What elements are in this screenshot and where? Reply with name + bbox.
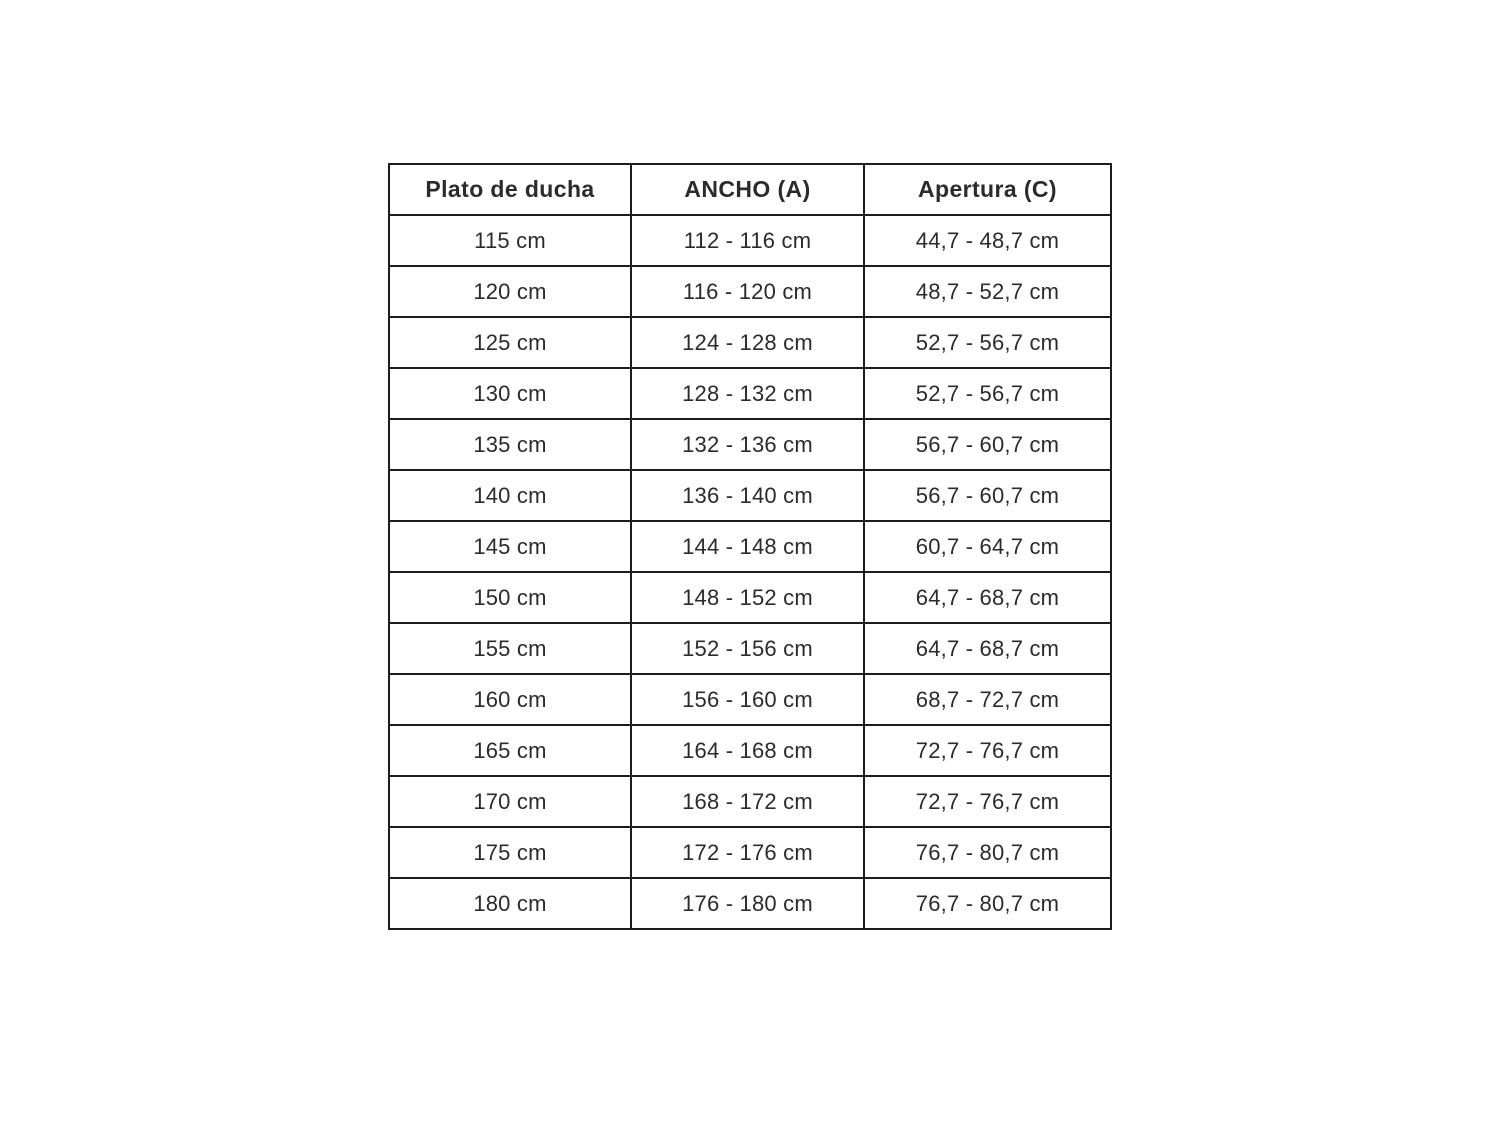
column-header-apertura: Apertura (C) — [863, 163, 1112, 216]
table-cell: 160 cm — [388, 673, 632, 726]
table-cell: 56,7 - 60,7 cm — [863, 418, 1112, 471]
table-cell: 128 - 132 cm — [630, 367, 865, 420]
table-cell: 72,7 - 76,7 cm — [863, 724, 1112, 777]
table-cell: 155 cm — [388, 622, 632, 675]
size-table-container: Plato de ducha ANCHO (A) Apertura (C) 11… — [388, 163, 1112, 930]
column-header-plato-de-ducha: Plato de ducha — [388, 163, 632, 216]
table-row: 135 cm 132 - 136 cm 56,7 - 60,7 cm — [388, 418, 1112, 471]
table-row: 120 cm 116 - 120 cm 48,7 - 52,7 cm — [388, 265, 1112, 318]
table-row: 130 cm 128 - 132 cm 52,7 - 56,7 cm — [388, 367, 1112, 420]
table-row: 115 cm 112 - 116 cm 44,7 - 48,7 cm — [388, 214, 1112, 267]
table-row: 140 cm 136 - 140 cm 56,7 - 60,7 cm — [388, 469, 1112, 522]
table-row: 150 cm 148 - 152 cm 64,7 - 68,7 cm — [388, 571, 1112, 624]
table-cell: 120 cm — [388, 265, 632, 318]
table-cell: 132 - 136 cm — [630, 418, 865, 471]
table-cell: 76,7 - 80,7 cm — [863, 826, 1112, 879]
table-cell: 68,7 - 72,7 cm — [863, 673, 1112, 726]
table-cell: 170 cm — [388, 775, 632, 828]
table-cell: 124 - 128 cm — [630, 316, 865, 369]
table-cell: 116 - 120 cm — [630, 265, 865, 318]
table-cell: 156 - 160 cm — [630, 673, 865, 726]
table-row: 165 cm 164 - 168 cm 72,7 - 76,7 cm — [388, 724, 1112, 777]
table-cell: 56,7 - 60,7 cm — [863, 469, 1112, 522]
table-cell: 175 cm — [388, 826, 632, 879]
table-cell: 76,7 - 80,7 cm — [863, 877, 1112, 930]
table-cell: 176 - 180 cm — [630, 877, 865, 930]
table-header: Plato de ducha ANCHO (A) Apertura (C) — [388, 163, 1112, 216]
table-cell: 136 - 140 cm — [630, 469, 865, 522]
table-cell: 140 cm — [388, 469, 632, 522]
table-cell: 145 cm — [388, 520, 632, 573]
table-cell: 52,7 - 56,7 cm — [863, 367, 1112, 420]
table-row: 160 cm 156 - 160 cm 68,7 - 72,7 cm — [388, 673, 1112, 726]
table-cell: 125 cm — [388, 316, 632, 369]
table-cell: 164 - 168 cm — [630, 724, 865, 777]
table-cell: 148 - 152 cm — [630, 571, 865, 624]
table-cell: 130 cm — [388, 367, 632, 420]
table-cell: 144 - 148 cm — [630, 520, 865, 573]
shower-tray-size-table: Plato de ducha ANCHO (A) Apertura (C) 11… — [388, 163, 1112, 930]
table-cell: 52,7 - 56,7 cm — [863, 316, 1112, 369]
table-cell: 180 cm — [388, 877, 632, 930]
table-row: 125 cm 124 - 128 cm 52,7 - 56,7 cm — [388, 316, 1112, 369]
table-cell: 72,7 - 76,7 cm — [863, 775, 1112, 828]
column-header-ancho: ANCHO (A) — [630, 163, 865, 216]
table-cell: 115 cm — [388, 214, 632, 267]
table-cell: 112 - 116 cm — [630, 214, 865, 267]
table-cell: 135 cm — [388, 418, 632, 471]
table-body: 115 cm 112 - 116 cm 44,7 - 48,7 cm 120 cm 11… — [388, 214, 1112, 930]
table-cell: 64,7 - 68,7 cm — [863, 622, 1112, 675]
table-cell: 60,7 - 64,7 cm — [863, 520, 1112, 573]
table-cell: 152 - 156 cm — [630, 622, 865, 675]
table-row: 180 cm 176 - 180 cm 76,7 - 80,7 cm — [388, 877, 1112, 930]
table-row: 170 cm 168 - 172 cm 72,7 - 76,7 cm — [388, 775, 1112, 828]
table-cell: 150 cm — [388, 571, 632, 624]
table-cell: 64,7 - 68,7 cm — [863, 571, 1112, 624]
table-cell: 168 - 172 cm — [630, 775, 865, 828]
table-cell: 172 - 176 cm — [630, 826, 865, 879]
header-row: Plato de ducha ANCHO (A) Apertura (C) — [388, 163, 1112, 216]
table-row: 175 cm 172 - 176 cm 76,7 - 80,7 cm — [388, 826, 1112, 879]
table-cell: 165 cm — [388, 724, 632, 777]
table-row: 145 cm 144 - 148 cm 60,7 - 64,7 cm — [388, 520, 1112, 573]
table-cell: 48,7 - 52,7 cm — [863, 265, 1112, 318]
table-row: 155 cm 152 - 156 cm 64,7 - 68,7 cm — [388, 622, 1112, 675]
table-cell: 44,7 - 48,7 cm — [863, 214, 1112, 267]
